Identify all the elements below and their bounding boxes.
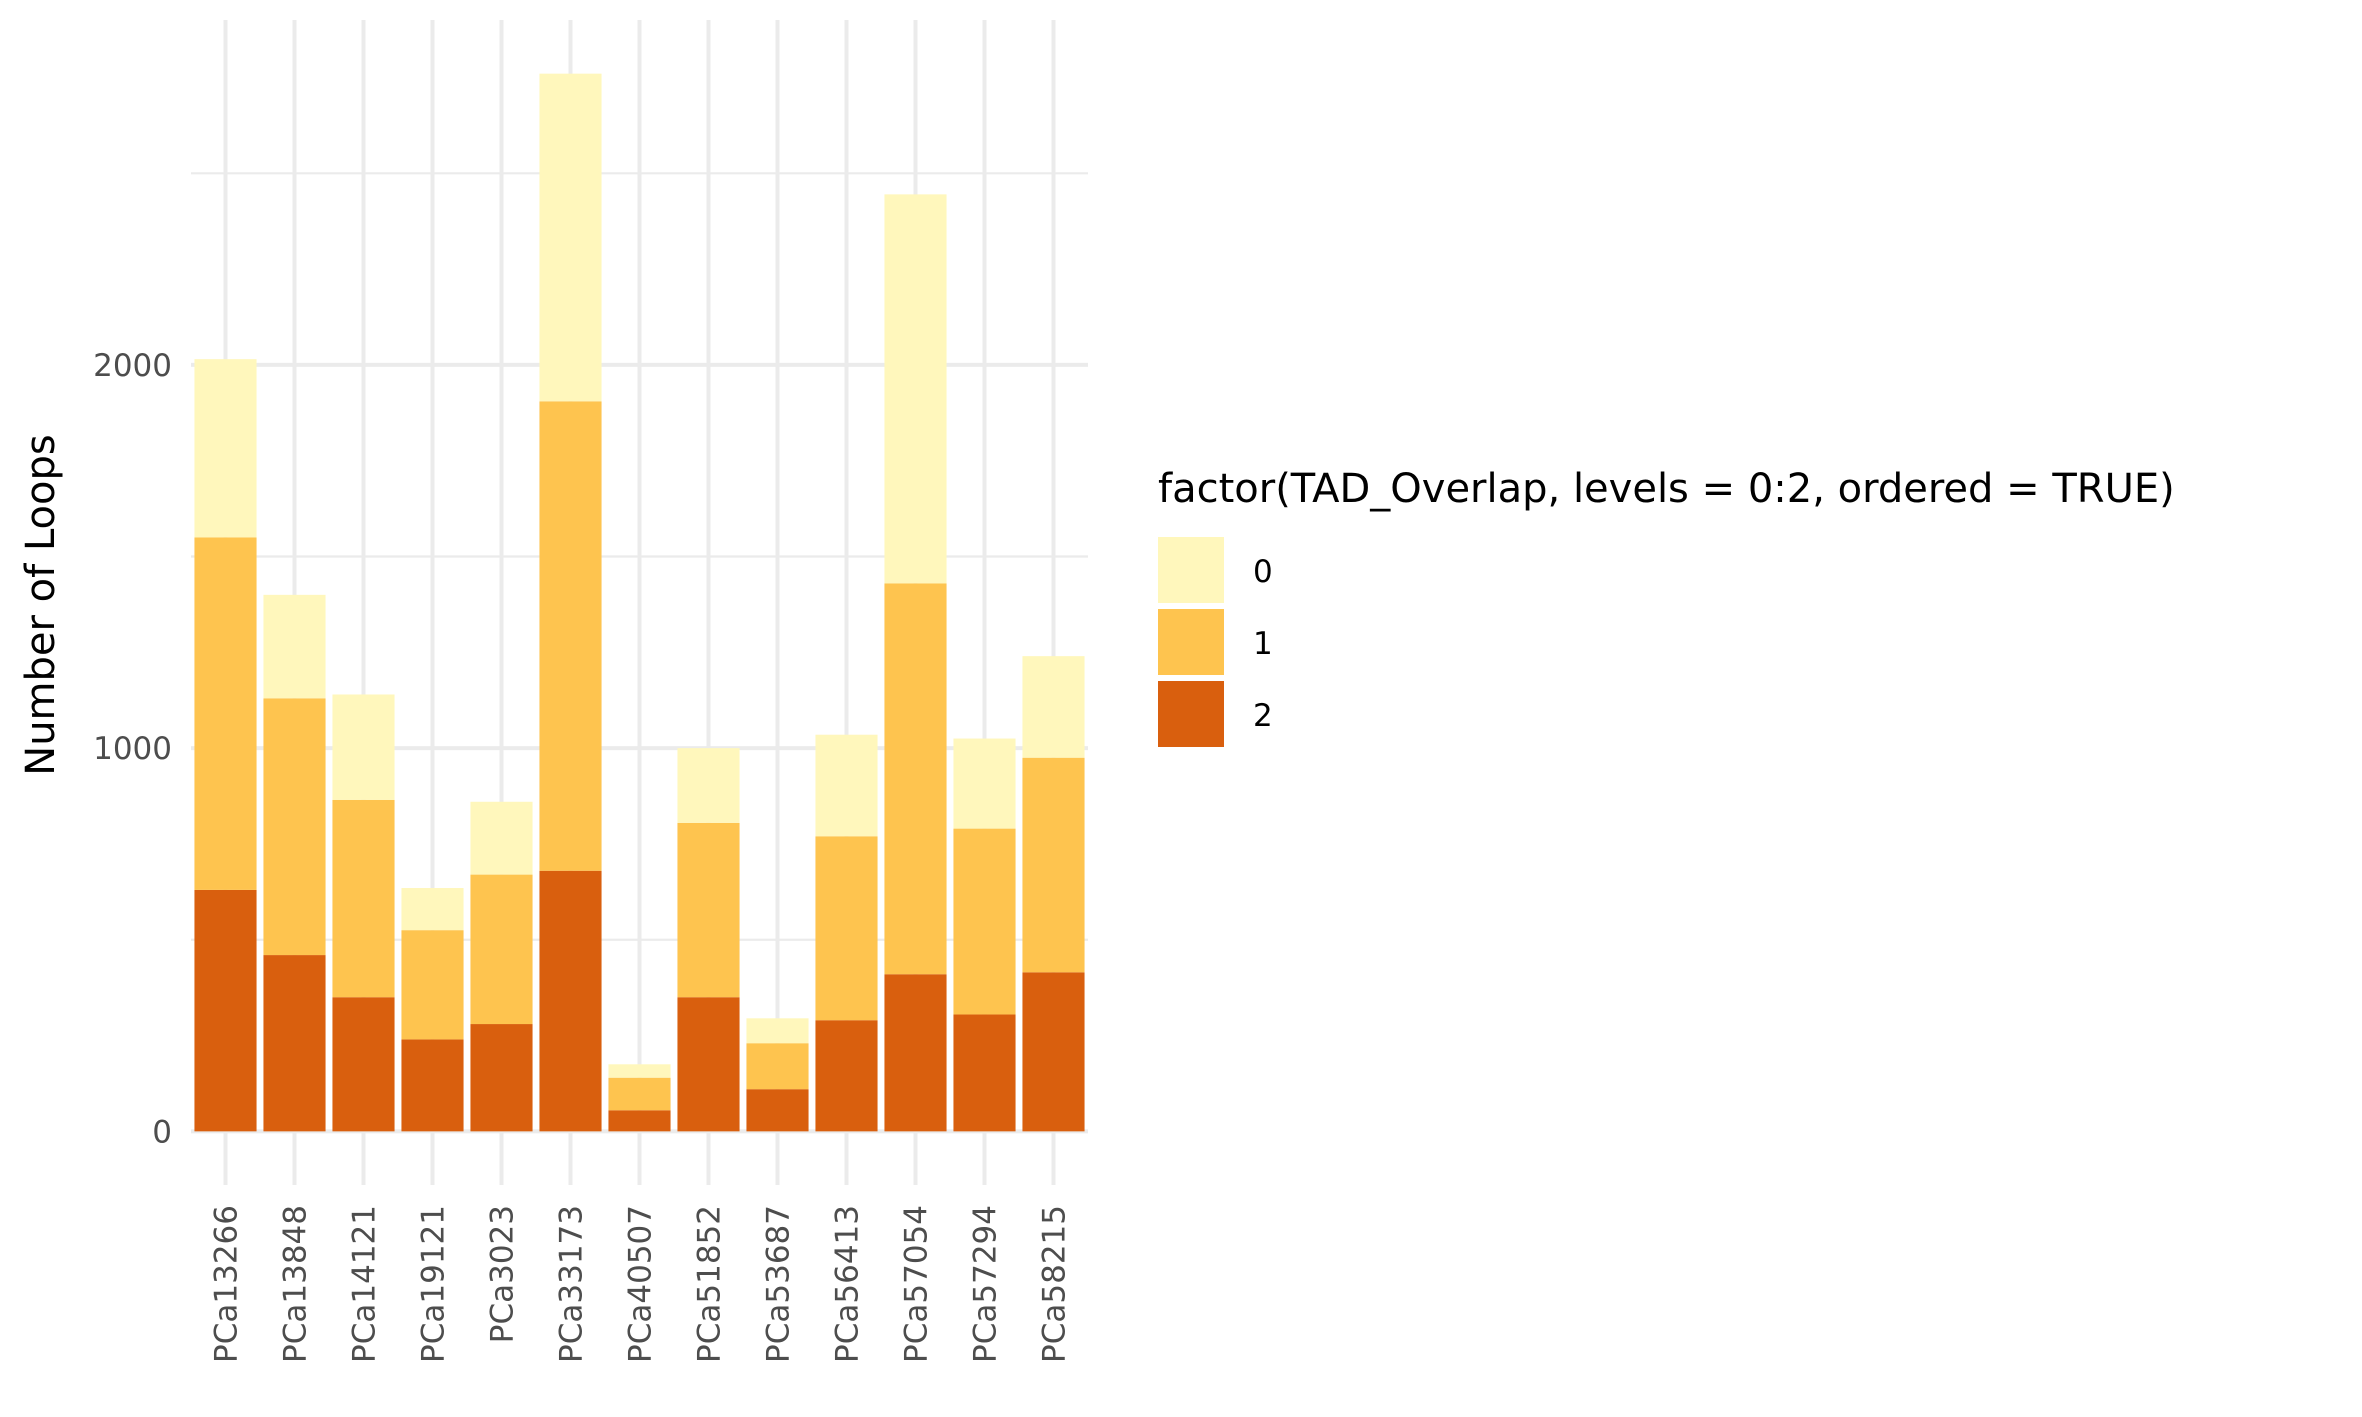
bar-PCa33173-0 xyxy=(539,73,602,402)
x-tick-label: PCa57054 xyxy=(899,1205,935,1363)
bar-PCa14121-0 xyxy=(332,694,395,800)
x-tick-label: PCa13848 xyxy=(278,1205,314,1363)
bar-PCa19121-2 xyxy=(401,1039,464,1132)
x-tick-label: PCa3023 xyxy=(485,1205,521,1343)
bar-PCa13848-2 xyxy=(263,955,326,1132)
x-tick-label: PCa19121 xyxy=(416,1205,452,1363)
legend-key-1 xyxy=(1158,609,1224,675)
y-axis-title: Number of Loops xyxy=(18,434,64,775)
bar-PCa40507-1 xyxy=(608,1077,671,1111)
x-tick-label: PCa58215 xyxy=(1037,1205,1073,1363)
bar-PCa19121-1 xyxy=(401,930,464,1040)
y-tick-label: 2000 xyxy=(93,348,172,384)
bar-PCa57054-0 xyxy=(884,194,947,584)
bar-PCa40507-2 xyxy=(608,1110,671,1132)
x-tick-label: PCa51852 xyxy=(692,1205,728,1363)
legend-label-1: 1 xyxy=(1253,626,1273,662)
bar-PCa58215-0 xyxy=(1022,656,1085,758)
legend-title: factor(TAD_Overlap, levels = 0:2, ordere… xyxy=(1158,466,2175,512)
bar-PCa57294-2 xyxy=(953,1014,1016,1132)
bar-PCa58215-2 xyxy=(1022,972,1085,1132)
bar-PCa13266-1 xyxy=(194,537,257,890)
x-tick-label: PCa56413 xyxy=(830,1205,866,1363)
x-tick-label: PCa57294 xyxy=(968,1205,1004,1363)
legend-label-2: 2 xyxy=(1253,698,1273,734)
legend-label-0: 0 xyxy=(1253,554,1273,590)
bar-PCa3023-1 xyxy=(470,874,533,1025)
bars xyxy=(194,73,1085,1132)
bar-PCa53687-1 xyxy=(746,1043,809,1090)
x-tick-label: PCa40507 xyxy=(623,1205,659,1363)
bar-PCa51852-1 xyxy=(677,822,740,998)
bar-PCa3023-0 xyxy=(470,801,533,875)
bar-PCa57054-1 xyxy=(884,583,947,975)
bar-PCa14121-2 xyxy=(332,997,395,1132)
x-tick-label: PCa14121 xyxy=(347,1205,383,1363)
bar-PCa13266-2 xyxy=(194,889,257,1132)
y-axis: 0 1000 2000 xyxy=(93,348,172,1150)
x-tick-label: PCa13266 xyxy=(209,1205,245,1363)
bar-PCa53687-2 xyxy=(746,1089,809,1132)
bar-PCa13848-1 xyxy=(263,698,326,956)
x-tick-label: PCa33173 xyxy=(554,1205,590,1363)
legend-key-0 xyxy=(1158,537,1224,603)
bar-PCa51852-0 xyxy=(677,748,740,823)
bar-PCa19121-0 xyxy=(401,888,464,931)
bar-PCa56413-0 xyxy=(815,734,878,837)
x-tick-label: PCa53687 xyxy=(761,1205,797,1363)
bar-PCa14121-1 xyxy=(332,799,395,998)
y-tick-label: 0 xyxy=(152,1114,172,1150)
legend: factor(TAD_Overlap, levels = 0:2, ordere… xyxy=(1158,466,2175,747)
y-tick-label: 1000 xyxy=(93,731,172,767)
x-axis: PCa13266 PCa13848 PCa14121 PCa19121 PCa3023 P… xyxy=(209,1205,1073,1363)
bar-PCa57294-1 xyxy=(953,828,1016,1015)
bar-PCa51852-2 xyxy=(677,997,740,1132)
bar-PCa56413-2 xyxy=(815,1020,878,1132)
legend-items: 0 1 2 xyxy=(1158,537,1273,747)
bar-PCa3023-2 xyxy=(470,1024,533,1132)
bar-PCa40507-0 xyxy=(608,1064,671,1078)
bar-PCa57294-0 xyxy=(953,738,1016,829)
bar-PCa33173-1 xyxy=(539,401,602,871)
bar-PCa57054-2 xyxy=(884,974,947,1132)
bar-PCa58215-1 xyxy=(1022,757,1085,973)
bar-PCa56413-1 xyxy=(815,836,878,1021)
legend-key-2 xyxy=(1158,681,1224,747)
bar-PCa33173-2 xyxy=(539,870,602,1132)
bar-PCa13848-0 xyxy=(263,594,326,699)
bar-PCa13266-0 xyxy=(194,359,257,538)
bar-PCa53687-0 xyxy=(746,1018,809,1044)
